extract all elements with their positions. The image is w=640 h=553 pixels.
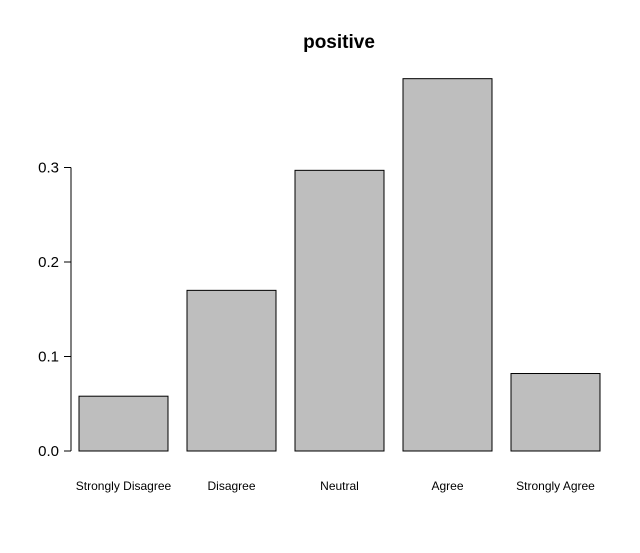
- y-tick-label: 0.3: [38, 160, 59, 177]
- bars-group: [78, 78, 601, 452]
- x-tick-label: Strongly Agree: [516, 479, 595, 493]
- x-tick-label: Strongly Disagree: [76, 479, 172, 493]
- bar-strongly-agree: [510, 373, 601, 452]
- y-axis: 0.0 0.1 0.2 0.3: [38, 160, 72, 460]
- chart-title: positive: [303, 32, 375, 53]
- x-tick-label: Disagree: [207, 479, 255, 493]
- x-axis-labels: Strongly Disagree Disagree Neutral Agree Str…: [76, 479, 595, 493]
- x-tick-label: Neutral: [320, 479, 359, 493]
- bar-agree: [402, 78, 493, 452]
- bar-strongly-disagree: [78, 395, 169, 452]
- y-tick-label: 0.1: [38, 349, 59, 366]
- y-tick-label: 0.2: [38, 254, 59, 271]
- y-tick-label: 0.0: [38, 443, 59, 460]
- x-tick-label: Agree: [431, 479, 463, 493]
- bar-disagree: [186, 289, 277, 452]
- bar-neutral: [294, 169, 385, 452]
